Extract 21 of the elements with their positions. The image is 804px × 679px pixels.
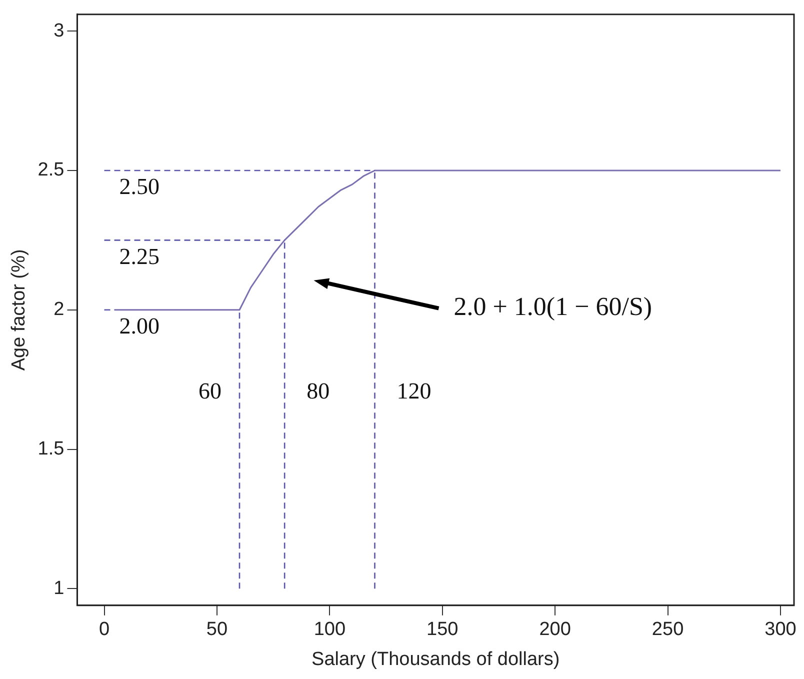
x-tick-label: 150	[426, 619, 458, 640]
x-tick-label: 200	[539, 619, 571, 640]
y-axis-title: Age factor (%)	[8, 249, 30, 371]
x-tick-label: 100	[314, 619, 346, 640]
ref-line-label: 2.25	[119, 244, 160, 269]
annotation: 2.0 + 1.0(1 − 60/S)	[454, 292, 652, 322]
ref-line-label: 80	[306, 378, 330, 404]
x-tick-label: 0	[98, 619, 110, 640]
y-tick-label: 2	[54, 299, 64, 320]
y-tick-label: 3	[54, 20, 64, 42]
ref-line-label: 60	[198, 378, 222, 404]
y-tick-label: 1	[54, 578, 64, 599]
x-tick-label: 50	[206, 619, 228, 640]
y-tick-label: 1.5	[38, 438, 64, 460]
ref-line-label: 2.00	[119, 313, 160, 338]
x-tick-label: 300	[764, 619, 796, 640]
ref-line-label: 120	[396, 378, 432, 404]
x-axis-title: Salary (Thousands of dollars)	[312, 648, 560, 670]
x-tick-label: 250	[652, 619, 684, 640]
ref-line-label: 2.50	[119, 174, 160, 200]
y-tick-label: 2.5	[38, 160, 64, 181]
